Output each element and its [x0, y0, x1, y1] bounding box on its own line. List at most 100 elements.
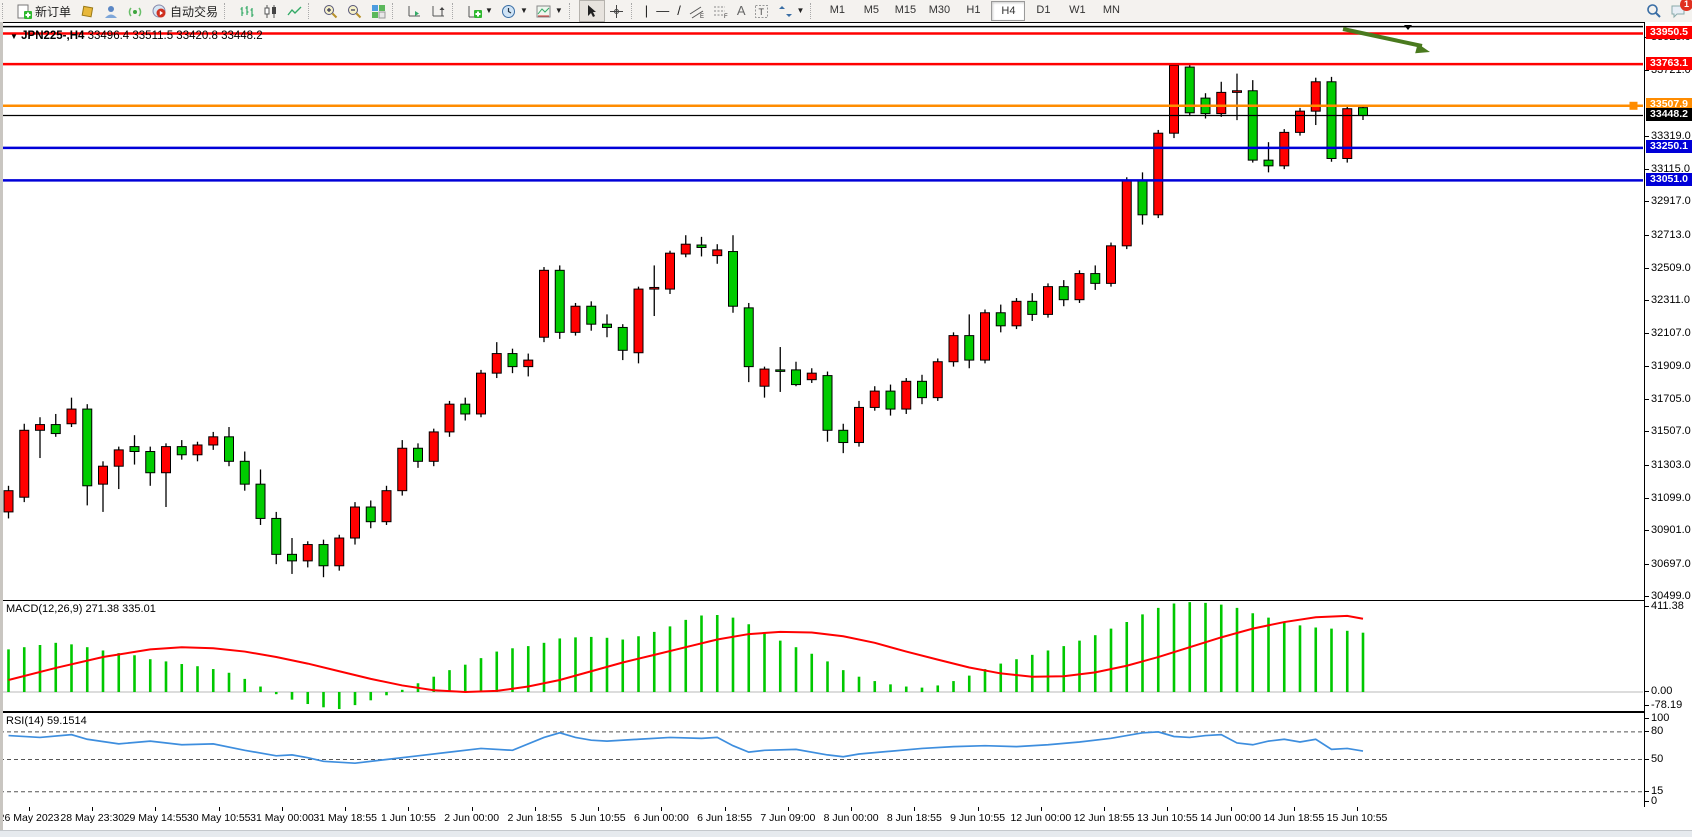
price-tick-label: 31909.0 [1651, 359, 1691, 372]
chart-dropdown-icon[interactable]: ▼ [10, 32, 18, 41]
chart-ohlc-values: 33496.4 33511.5 33420.8 33448.2 [87, 30, 263, 42]
time-label: 6 Jun 00:00 [633, 812, 689, 824]
price-line-badge: 33250.1 [1646, 140, 1692, 154]
time-tick [914, 807, 916, 811]
axis-tick [1645, 267, 1649, 269]
timeframe-w1[interactable]: W1 [1069, 4, 1086, 16]
zoom-in-icon [322, 3, 338, 19]
chat-icon[interactable]: 1 [1670, 0, 1692, 19]
time-axis[interactable]: 26 May 2023 28 May 23:30 29 May 14:55 30 Ma… [0, 807, 1644, 830]
line-chart-icon [286, 3, 302, 19]
zoom-in-button[interactable] [318, 1, 342, 21]
main-chart-pane[interactable] [0, 22, 1644, 601]
signals-button[interactable] [123, 1, 147, 21]
templates-button[interactable]: ▼ [532, 1, 567, 21]
vline-tool-button[interactable]: | [641, 1, 652, 21]
cube-icon [79, 3, 95, 19]
timeframe-m15[interactable]: M15 [894, 4, 917, 16]
template-icon [536, 3, 552, 19]
clock-icon [501, 3, 517, 19]
price-tick-label: 31303.0 [1651, 458, 1691, 471]
macd-pane[interactable] [0, 600, 1644, 712]
axis-tick [1645, 464, 1649, 466]
market-cube-button[interactable] [75, 1, 99, 21]
new-order-button[interactable]: 新订单 [12, 1, 75, 21]
arrows-tool-button[interactable]: ▼ [773, 1, 808, 21]
candle-chart-button[interactable] [258, 1, 282, 21]
time-label: 26 May 2023 [0, 812, 60, 824]
axis-tick [1645, 333, 1649, 335]
time-tick [661, 807, 663, 811]
channel-tool-button[interactable]: E [685, 1, 709, 21]
time-label: 8 Jun 00:00 [823, 812, 879, 824]
timeframe-m30[interactable]: M30 [928, 4, 951, 16]
auto-scroll-button[interactable] [402, 1, 426, 21]
price-tick-label: 31507.0 [1651, 425, 1691, 438]
rsi-pane[interactable] [0, 712, 1644, 808]
price-tick-label: 30499.0 [1651, 589, 1691, 602]
cursor-icon [584, 3, 600, 19]
price-tick-label: 31705.0 [1651, 393, 1691, 406]
new-order-label: 新订单 [35, 4, 72, 19]
search-icon[interactable] [1646, 3, 1662, 19]
community-button[interactable] [99, 1, 123, 21]
label-tool-button[interactable]: T [749, 1, 773, 21]
horizontal-line-objects [0, 25, 1643, 182]
price-tick-label: 33319.0 [1651, 129, 1691, 142]
chart-title: ▼ JPN225-,H4 33496.4 33511.5 33420.8 334… [10, 30, 263, 42]
macd-label: MACD(12,26,9) 271.38 335.01 [6, 603, 156, 615]
trend-arrow-annotation[interactable] [1342, 27, 1430, 54]
timeframe-m1[interactable]: M1 [829, 4, 846, 16]
text-tool-button[interactable]: A [733, 1, 750, 21]
svg-text:F: F [724, 14, 728, 19]
fibonacci-tool-button[interactable]: F [709, 1, 733, 21]
dropdown-caret: ▼ [519, 6, 528, 15]
axis-tick [1645, 201, 1649, 203]
autotrading-button[interactable]: 自动交易 [147, 1, 222, 21]
zoom-out-icon [346, 3, 362, 19]
indicators-button[interactable]: ▼ [462, 1, 497, 21]
object-anchor-marker [1404, 25, 1412, 30]
hline-tool-button[interactable]: — [652, 1, 673, 21]
timeframe-h1[interactable]: H1 [966, 4, 981, 16]
timeframe-d1[interactable]: D1 [1036, 4, 1051, 16]
time-label: 13 Jun 10:55 [1136, 812, 1198, 824]
autotrading-icon [151, 3, 167, 19]
time-tick [345, 807, 347, 811]
time-label: 28 May 23:30 [60, 812, 125, 824]
svg-text:T: T [758, 7, 764, 17]
time-label: 12 Jun 18:55 [1073, 812, 1135, 824]
time-tick [408, 807, 410, 811]
timeframe-mn[interactable]: MN [1102, 4, 1120, 16]
person-icon [103, 3, 119, 19]
new-order-icon [16, 3, 32, 19]
price-line-badge: 33051.0 [1646, 172, 1692, 186]
timeframe-h4[interactable]: H4 [991, 1, 1026, 21]
time-label: 30 May 10:55 [186, 812, 251, 824]
chart-shift-button[interactable] [426, 1, 450, 21]
axis-tick [1645, 300, 1649, 302]
time-tick [218, 807, 220, 811]
crosshair-tool-button[interactable] [605, 1, 629, 21]
trendline-tool-button[interactable]: / [673, 1, 685, 21]
time-tick [92, 807, 94, 811]
toolbar-grip [308, 3, 316, 19]
price-axis[interactable]: 33925.033721.033319.033115.032917.032713… [1644, 22, 1692, 807]
cursor-tool-button[interactable] [578, 0, 605, 22]
time-label: 8 Jun 18:55 [886, 812, 942, 824]
bar-chart-button[interactable] [234, 1, 258, 21]
auto-scroll-icon [406, 3, 422, 19]
axis-tick [1645, 498, 1649, 499]
svg-text:E: E [700, 14, 704, 19]
price-tick-label: 32713.0 [1651, 228, 1691, 241]
timeframe-m5[interactable]: M5 [863, 4, 880, 16]
time-tick [787, 807, 789, 811]
horizontal-line-icon: — [656, 3, 670, 18]
zoom-out-button[interactable] [342, 1, 366, 21]
rsi-axis-label: 100 [1651, 711, 1670, 724]
time-label: 31 May 18:55 [313, 812, 378, 824]
tile-windows-button[interactable] [366, 1, 390, 21]
periods-button[interactable]: ▼ [497, 1, 532, 21]
line-chart-button[interactable] [282, 1, 306, 21]
